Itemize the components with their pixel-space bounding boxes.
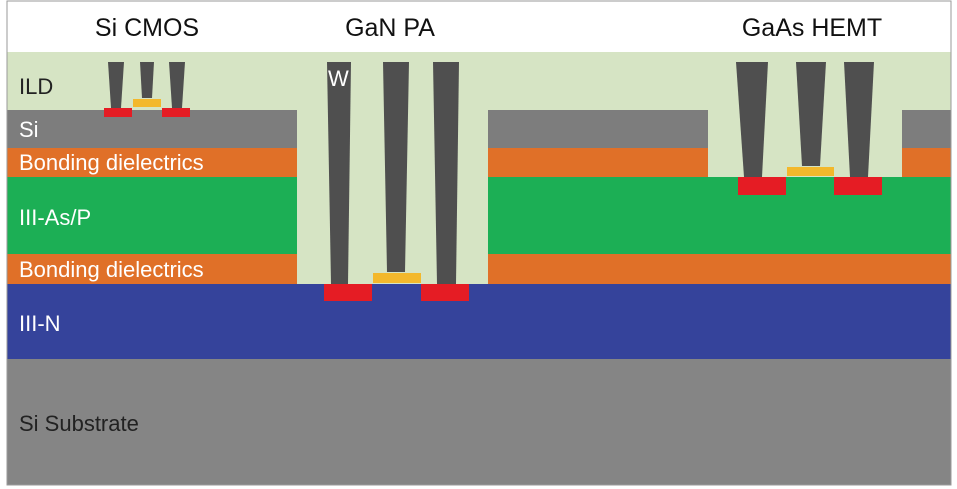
- bonding-dielectric-top-right: [902, 148, 951, 177]
- si-cmos-device: [104, 62, 190, 117]
- title-gaas-hemt: GaAs HEMT: [742, 14, 882, 42]
- label-bonding-top: Bonding dielectrics: [19, 150, 204, 175]
- gaas-plug-drain: [844, 62, 874, 177]
- si-layer-right: [902, 110, 951, 148]
- si-layer-mid: [488, 110, 708, 148]
- label-si: Si: [19, 117, 39, 142]
- cmos-plug-source: [108, 62, 124, 108]
- gan-drain-contact: [421, 284, 469, 301]
- cmos-plug-gate: [140, 62, 154, 98]
- gaas-plug-source: [736, 62, 768, 177]
- gaas-plug-gate: [796, 62, 826, 166]
- title-si-cmos: Si CMOS: [95, 14, 199, 42]
- gaas-gate: [787, 167, 834, 176]
- cmos-gate: [133, 99, 161, 107]
- bonding-dielectric-top-left: [7, 148, 297, 177]
- gaas-drain-contact: [834, 177, 882, 195]
- title-gan-pa: GaN PA: [345, 14, 435, 42]
- gan-plug-gate: [383, 62, 409, 272]
- bonding-dielectric-bottom-left: [7, 254, 297, 284]
- iii-as-p-layer-left: [7, 177, 297, 254]
- frame-border: [6, 0, 952, 486]
- gan-plug-source: [327, 62, 351, 284]
- cmos-plug-drain: [169, 62, 185, 108]
- label-si-substrate: Si Substrate: [19, 411, 139, 436]
- label-tungsten: W: [328, 66, 349, 91]
- label-bonding-bottom: Bonding dielectrics: [19, 257, 204, 282]
- gaas-hemt-device: [736, 62, 882, 195]
- gan-gate: [373, 273, 421, 283]
- label-ild: ILD: [19, 74, 53, 99]
- gan-source-contact: [324, 284, 372, 301]
- bonding-dielectric-bottom-right: [488, 254, 951, 284]
- gaas-source-contact: [738, 177, 786, 195]
- cmos-source-contact: [104, 108, 132, 117]
- si-layer-left: [7, 110, 297, 148]
- bonding-dielectric-top-mid: [488, 148, 708, 177]
- label-iii-as-p: III-As/P: [19, 205, 91, 230]
- gan-pa-device: [324, 62, 469, 301]
- iii-n-layer: [7, 284, 951, 359]
- gan-plug-drain: [433, 62, 459, 284]
- label-iii-n: III-N: [19, 311, 61, 336]
- cmos-drain-contact: [162, 108, 190, 117]
- si-substrate-layer: [7, 358, 951, 485]
